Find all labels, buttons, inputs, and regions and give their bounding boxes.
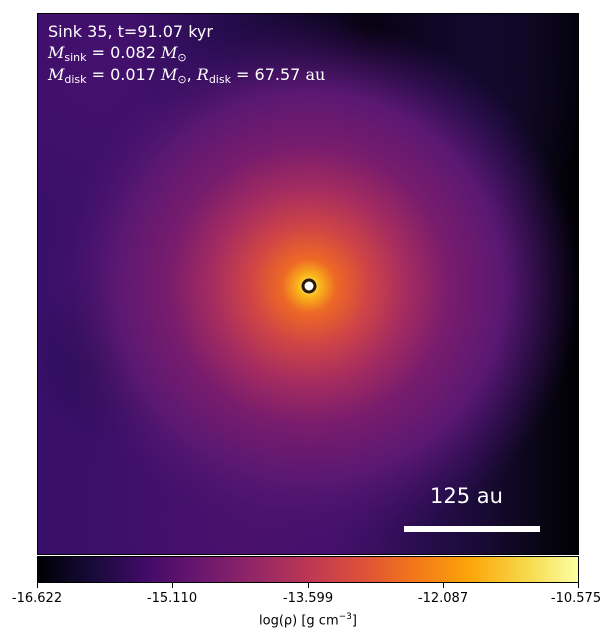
- colorbar-tick-4: [578, 583, 579, 588]
- disk-radius-symbol: R: [196, 65, 209, 84]
- disk-mass-subscript: disk: [64, 73, 87, 86]
- colorbar-tick-label-2: -13.599: [282, 591, 334, 606]
- density-map-image: [38, 14, 578, 554]
- scalebar-label: 125 au: [430, 484, 503, 508]
- disk-radius-unit: au: [305, 65, 326, 84]
- sink-mass-unit-subscript: ⊙: [177, 51, 187, 64]
- colorbar-tick-label-3: -12.087: [417, 591, 469, 606]
- colorbar-label-main: log(ρ) [g cm: [259, 613, 339, 629]
- scalebar: [404, 526, 540, 532]
- colorbar: [37, 556, 579, 583]
- disk-mass-unit-subscript: ⊙: [177, 73, 187, 86]
- colorbar-tick-label-0: -16.622: [11, 591, 63, 606]
- density-map-panel: Sink 35, t=91.07 kyr Msink = 0.082 M⊙ Md…: [37, 13, 579, 555]
- disk-mass-symbol: M: [48, 65, 65, 84]
- sink-mass-subscript: sink: [64, 51, 87, 64]
- colorbar-tick-1: [172, 583, 173, 588]
- colorbar-label: log(ρ) [g cm−3]: [259, 612, 357, 628]
- colorbar-tick-label-1: -15.110: [146, 591, 198, 606]
- disk-properties-line: Mdisk = 0.017 M⊙, Rdisk = 67.57 au: [48, 65, 325, 85]
- colorbar-tick-label-4: -10.575: [550, 591, 602, 606]
- disk-mass-unit: M: [161, 65, 178, 84]
- disk-separator: ,: [186, 65, 197, 84]
- disk-mass-value: = 0.017: [86, 65, 161, 84]
- sink-mass-unit: M: [161, 43, 178, 62]
- colorbar-label-exponent: −3: [338, 612, 352, 622]
- disk-radius-value: = 67.57: [230, 65, 306, 84]
- sink-mass-symbol: M: [48, 43, 65, 62]
- disk-radius-subscript: disk: [208, 73, 231, 86]
- colorbar-tick-2: [308, 583, 309, 588]
- sink-title: Sink 35, t=91.07 kyr: [48, 22, 213, 41]
- sink-mass-value: = 0.082: [86, 43, 161, 62]
- colorbar-tick-0: [37, 583, 38, 588]
- colorbar-label-end: ]: [351, 613, 357, 629]
- sink-marker: [301, 278, 317, 294]
- colorbar-tick-3: [443, 583, 444, 588]
- sink-mass-line: Msink = 0.082 M⊙: [48, 43, 187, 63]
